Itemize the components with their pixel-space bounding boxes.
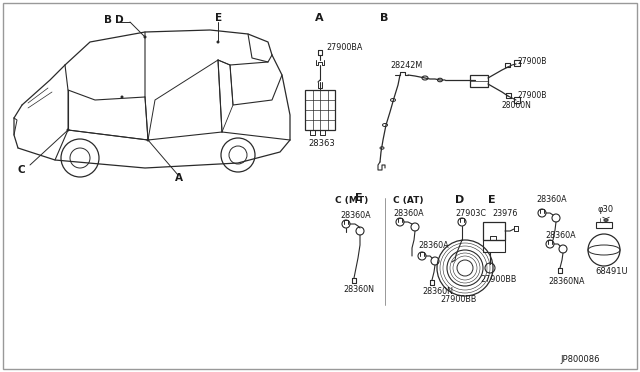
Circle shape — [147, 138, 150, 141]
Text: B: B — [104, 15, 112, 25]
Text: 68491U: 68491U — [595, 267, 628, 276]
Text: 27900BB: 27900BB — [440, 295, 476, 305]
Text: D: D — [455, 195, 464, 205]
Text: B: B — [380, 13, 388, 23]
Bar — [514, 97, 520, 103]
Text: 27903C: 27903C — [455, 208, 486, 218]
Text: 28060N: 28060N — [502, 102, 532, 110]
Text: C: C — [18, 165, 26, 175]
Bar — [483, 222, 505, 240]
Text: C (AT): C (AT) — [393, 196, 424, 205]
Circle shape — [67, 128, 70, 131]
Text: 27900BB: 27900BB — [480, 276, 516, 285]
Bar — [470, 75, 488, 87]
Text: 23976: 23976 — [492, 208, 517, 218]
Bar — [305, 90, 335, 130]
Text: D: D — [115, 15, 124, 25]
Text: 27900B: 27900B — [518, 92, 547, 100]
Text: E: E — [488, 195, 495, 205]
Text: 28242M: 28242M — [390, 61, 422, 70]
Text: JP800086: JP800086 — [560, 356, 600, 365]
Text: 28360A: 28360A — [418, 241, 449, 250]
Text: 28363: 28363 — [308, 138, 335, 148]
Text: 27900B: 27900B — [518, 58, 547, 67]
Circle shape — [216, 41, 220, 44]
Text: φ30: φ30 — [598, 205, 614, 215]
Text: 28360NA: 28360NA — [548, 278, 584, 286]
Bar — [596, 222, 612, 228]
Text: A: A — [315, 13, 324, 23]
Circle shape — [143, 35, 147, 38]
Text: 28360N: 28360N — [343, 285, 374, 295]
Text: 28360A: 28360A — [393, 208, 424, 218]
Text: A: A — [175, 173, 183, 183]
Bar — [514, 60, 520, 66]
Text: 27900BA: 27900BA — [326, 44, 362, 52]
Text: 28360A: 28360A — [545, 231, 575, 240]
Text: 28360N: 28360N — [422, 288, 453, 296]
Bar — [483, 240, 505, 252]
Text: C (MT): C (MT) — [335, 196, 368, 205]
Text: 28360A: 28360A — [340, 211, 371, 219]
Text: E: E — [355, 193, 363, 203]
Text: E: E — [215, 13, 222, 23]
Text: 28360A: 28360A — [536, 196, 566, 205]
Circle shape — [120, 96, 124, 99]
